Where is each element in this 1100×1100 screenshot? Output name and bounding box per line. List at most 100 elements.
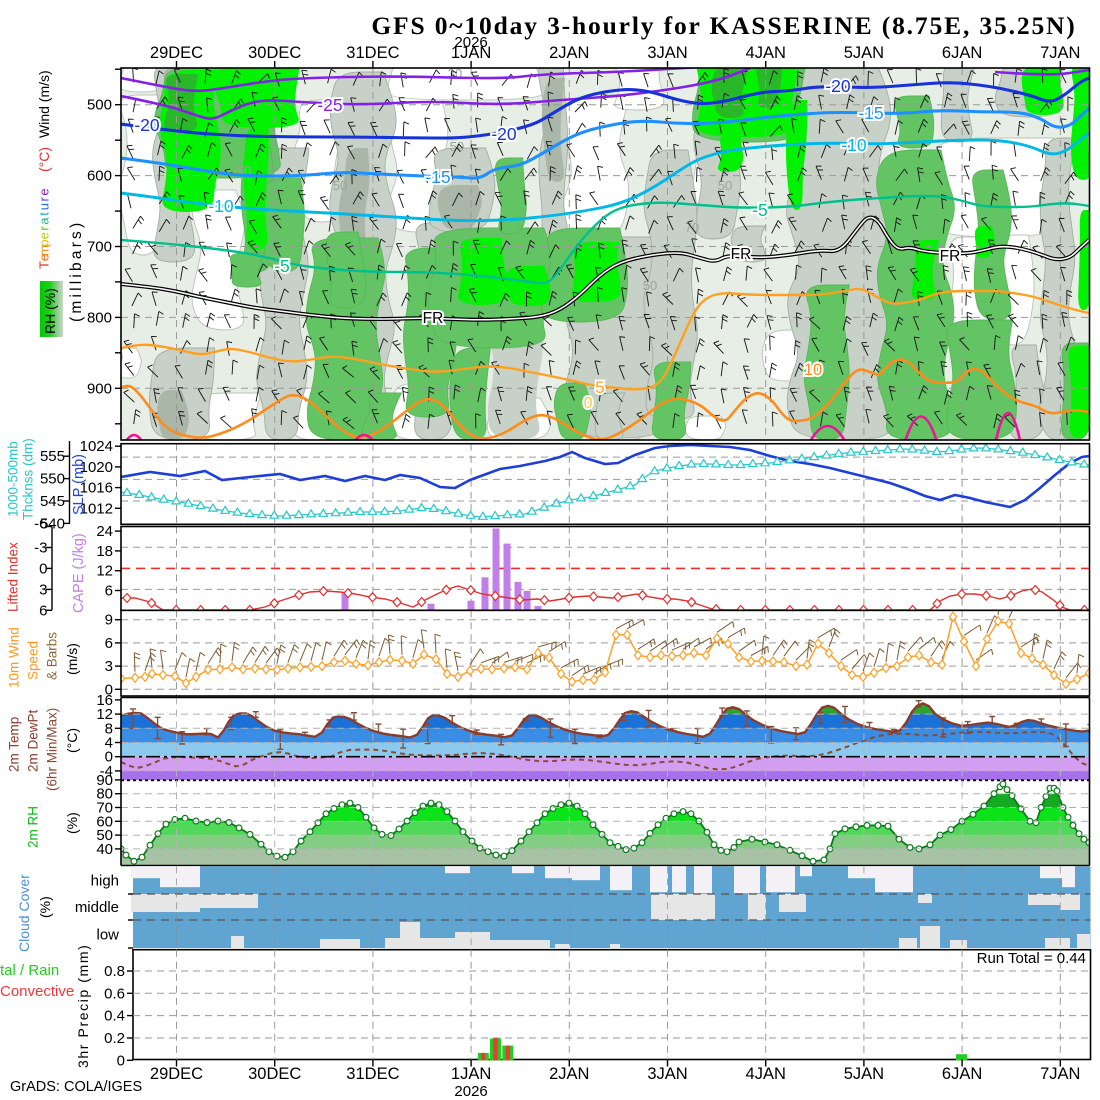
svg-text:-25: -25 — [317, 95, 342, 115]
svg-text:31DEC: 31DEC — [346, 44, 399, 62]
svg-text:3hr Precip (mm): 3hr Precip (mm) — [75, 944, 91, 1068]
svg-text:1016: 1016 — [80, 480, 113, 497]
svg-text:r: r — [37, 226, 52, 231]
svg-text:0: 0 — [39, 560, 47, 577]
svg-text:middle: middle — [75, 899, 119, 916]
svg-text:-5: -5 — [274, 256, 290, 276]
svg-text:6: 6 — [105, 583, 113, 600]
svg-text:50: 50 — [96, 827, 113, 844]
svg-text:& Barbs: & Barbs — [45, 632, 60, 680]
svg-text:(6hr Min/Max): (6hr Min/Max) — [45, 708, 60, 791]
svg-text:9: 9 — [105, 612, 113, 629]
svg-text:Thcknss (dm): Thcknss (dm) — [21, 438, 36, 520]
svg-text:-6: -6 — [34, 516, 47, 533]
svg-text:4JAN: 4JAN — [746, 44, 786, 62]
svg-text:4JAN: 4JAN — [746, 1065, 786, 1083]
svg-text:0: 0 — [105, 681, 113, 698]
svg-text:10m Wind: 10m Wind — [7, 627, 22, 688]
svg-text:50: 50 — [718, 178, 732, 193]
svg-text:7JAN: 7JAN — [1040, 1065, 1080, 1083]
svg-text:540: 540 — [40, 515, 65, 532]
svg-text:a: a — [37, 217, 52, 225]
svg-text:1024: 1024 — [80, 438, 113, 455]
svg-text:1JAN: 1JAN — [451, 1065, 491, 1083]
svg-text:900: 900 — [87, 380, 112, 397]
svg-text:0.8: 0.8 — [104, 963, 125, 980]
svg-text:70: 70 — [96, 800, 113, 817]
svg-text:0: 0 — [105, 749, 113, 766]
svg-text:31DEC: 31DEC — [346, 1065, 399, 1083]
svg-text:Cloud Cover: Cloud Cover — [16, 874, 32, 952]
svg-text:6: 6 — [39, 602, 47, 619]
svg-text:545: 545 — [40, 493, 65, 510]
svg-text:-5: -5 — [752, 200, 768, 220]
svg-text:12: 12 — [96, 706, 113, 723]
svg-text:tal / Rain: tal / Rain — [0, 962, 59, 979]
svg-text:1JAN: 1JAN — [451, 44, 491, 62]
svg-text:10: 10 — [804, 361, 822, 379]
svg-text:80: 80 — [96, 786, 113, 803]
svg-text:-15: -15 — [425, 167, 450, 187]
svg-text:30DEC: 30DEC — [248, 1065, 301, 1083]
svg-text:0: 0 — [584, 395, 593, 412]
svg-text:6JAN: 6JAN — [942, 1065, 982, 1083]
svg-text:e: e — [37, 232, 52, 239]
svg-text:555: 555 — [40, 448, 65, 465]
svg-text:u: u — [37, 203, 52, 210]
svg-text:500: 500 — [87, 97, 112, 114]
svg-text:3JAN: 3JAN — [647, 44, 687, 62]
svg-text:18: 18 — [96, 543, 113, 560]
svg-text:CAPE (J/kg): CAPE (J/kg) — [71, 533, 87, 613]
svg-text:2026: 2026 — [454, 1083, 487, 1100]
svg-text:GrADS: COLA/IGES: GrADS: COLA/IGES — [10, 1079, 142, 1095]
svg-text:(millibars): (millibars) — [68, 220, 85, 322]
svg-text:550: 550 — [40, 471, 65, 488]
svg-text:5JAN: 5JAN — [844, 44, 884, 62]
svg-text:T: T — [37, 261, 52, 269]
svg-text:6: 6 — [105, 635, 113, 652]
svg-text:e: e — [37, 254, 52, 261]
svg-text:p: p — [37, 239, 52, 246]
svg-text:40: 40 — [96, 841, 113, 858]
svg-text:FR: FR — [423, 310, 444, 327]
svg-text:e: e — [37, 188, 52, 195]
svg-text:SLP (mb): SLP (mb) — [71, 454, 87, 515]
svg-text:29DEC: 29DEC — [150, 44, 203, 62]
svg-text:24: 24 — [96, 523, 113, 540]
svg-text:m: m — [37, 245, 52, 256]
svg-text:GFS 0~10day 3-hourly for KASSE: GFS 0~10day 3-hourly for KASSERINE (8.75… — [371, 11, 1076, 40]
svg-text:-20: -20 — [825, 76, 851, 96]
svg-text:7JAN: 7JAN — [1040, 44, 1080, 62]
svg-text:RH (%): RH (%) — [42, 288, 58, 334]
svg-text:3: 3 — [39, 581, 47, 598]
svg-text:(m/s): (m/s) — [64, 643, 80, 675]
svg-text:Speed: Speed — [26, 641, 41, 680]
svg-text:(°C): (°C) — [64, 728, 80, 753]
svg-text:-3: -3 — [34, 540, 47, 557]
svg-text:high: high — [91, 873, 119, 890]
svg-text:2JAN: 2JAN — [549, 44, 589, 62]
svg-text:50: 50 — [333, 178, 347, 193]
svg-text:Run Total = 0.44: Run Total = 0.44 — [977, 950, 1086, 967]
svg-text:16: 16 — [96, 692, 113, 709]
svg-text:r: r — [37, 196, 52, 201]
svg-text:6JAN: 6JAN — [942, 44, 982, 62]
svg-text:3: 3 — [105, 658, 113, 675]
svg-text:30DEC: 30DEC — [248, 44, 301, 62]
svg-text:2JAN: 2JAN — [549, 1065, 589, 1083]
svg-text:Lifted Index: Lifted Index — [6, 542, 21, 612]
svg-text:90: 90 — [96, 772, 113, 789]
svg-text:FR: FR — [731, 246, 752, 263]
svg-text:0: 0 — [117, 1052, 125, 1069]
svg-text:50: 50 — [643, 278, 657, 293]
svg-text:2m Temp: 2m Temp — [7, 717, 22, 772]
svg-text:-10: -10 — [841, 135, 867, 155]
svg-text:5JAN: 5JAN — [844, 1065, 884, 1083]
svg-text:600: 600 — [87, 168, 112, 185]
svg-text:1012: 1012 — [80, 500, 113, 517]
svg-text:-20: -20 — [491, 124, 517, 144]
svg-text:1020: 1020 — [80, 459, 113, 476]
svg-text:8: 8 — [105, 720, 113, 737]
svg-text:-4: -4 — [100, 763, 113, 780]
svg-text:2026: 2026 — [454, 34, 487, 51]
